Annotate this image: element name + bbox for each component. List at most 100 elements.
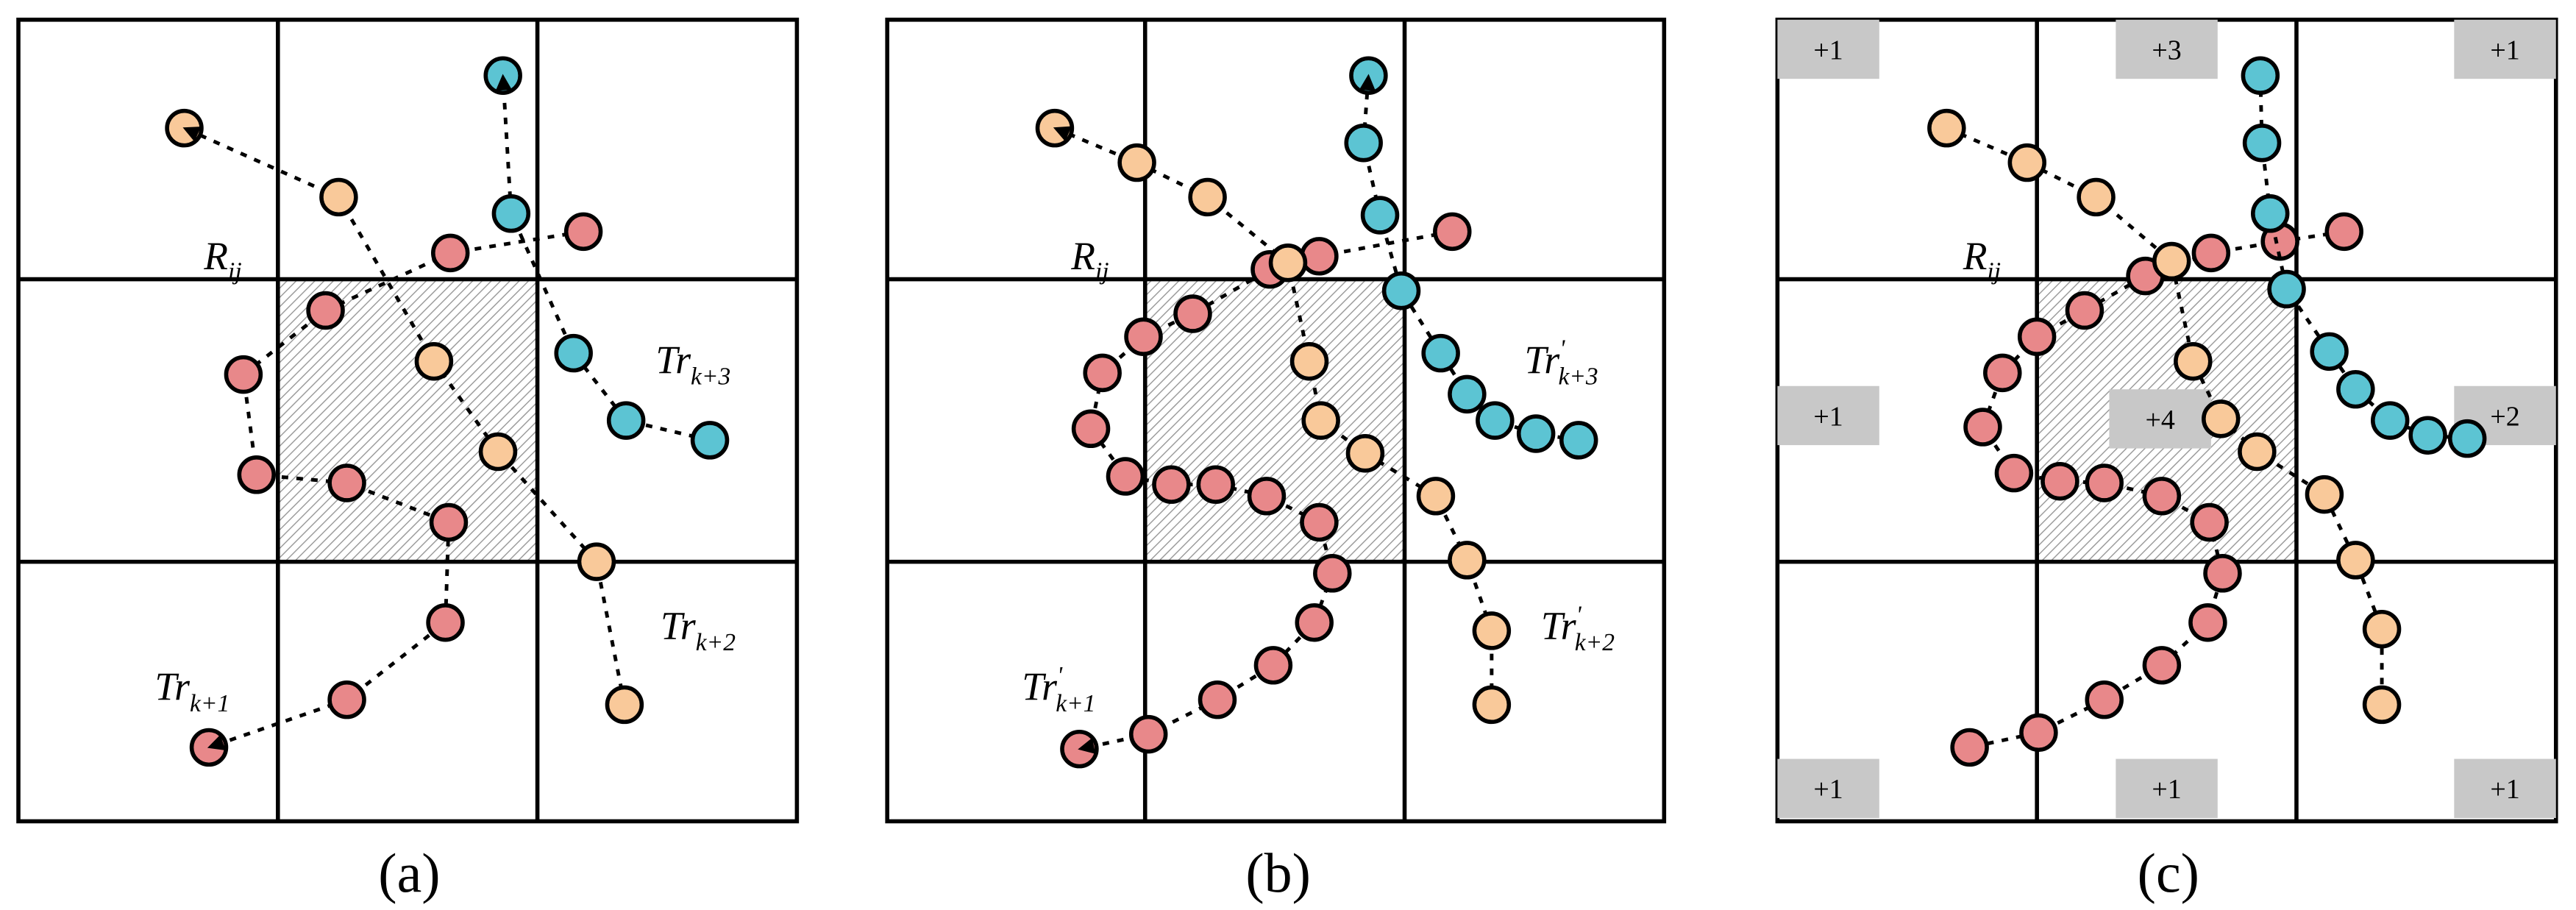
trajectory-point bbox=[2305, 474, 2344, 514]
trajectory-point bbox=[1173, 294, 1212, 333]
trajectory-point bbox=[1295, 603, 1334, 642]
trajectory-point bbox=[2241, 56, 2280, 95]
trajectory-point bbox=[1124, 317, 1163, 356]
trajectory-point bbox=[1381, 271, 1421, 310]
region-label: Rij bbox=[203, 234, 241, 285]
count-badge-box bbox=[1777, 758, 1879, 818]
trajectory-point bbox=[1416, 477, 1456, 516]
count-badge-top-left: +1 bbox=[1777, 19, 1879, 79]
count-badge-box bbox=[2454, 758, 2556, 818]
trajectory-point bbox=[2191, 233, 2231, 273]
count-badge-text: +2 bbox=[2490, 401, 2519, 432]
trajectory-point bbox=[1476, 401, 1515, 440]
trajectory-point bbox=[1300, 237, 1339, 276]
trajectory-point bbox=[1071, 409, 1111, 449]
trajectory-point bbox=[1106, 457, 1145, 496]
trajectory-orange bbox=[165, 108, 644, 725]
panel-caption: (a) bbox=[378, 842, 440, 904]
trajectory-point bbox=[1448, 541, 1487, 580]
count-badge-text: +1 bbox=[1813, 401, 1843, 432]
trajectory-point bbox=[690, 421, 730, 460]
count-badge-center: +4 bbox=[2109, 389, 2211, 449]
panel-caption: (b) bbox=[1245, 842, 1311, 904]
trajectory-point bbox=[2077, 177, 2116, 217]
trajectory-label: Trk+3 bbox=[655, 338, 730, 391]
trajectory-path bbox=[1362, 75, 1579, 442]
count-badge-box bbox=[2116, 758, 2218, 818]
trajectory-point bbox=[1253, 646, 1293, 685]
trajectory-point bbox=[431, 233, 470, 273]
trajectory-point bbox=[1313, 554, 1352, 593]
trajectory-point bbox=[2040, 461, 2079, 501]
trajectory-red bbox=[189, 212, 603, 767]
trajectory-blue bbox=[2241, 56, 2487, 458]
count-badge-text: +4 bbox=[2145, 405, 2174, 436]
arrow-head-icon bbox=[1078, 738, 1096, 754]
trajectory-point bbox=[2017, 317, 2057, 356]
trajectory-point bbox=[1559, 421, 1598, 460]
trajectory-point bbox=[1472, 685, 1512, 725]
trajectory-point bbox=[2447, 419, 2487, 458]
trajectory-point bbox=[2251, 194, 2290, 233]
trajectory-path bbox=[208, 230, 584, 750]
trajectory-point bbox=[1421, 333, 1460, 373]
trajectory-path bbox=[2258, 75, 2468, 441]
trajectory-point bbox=[2336, 541, 2375, 580]
trajectory-point bbox=[1344, 124, 1383, 163]
trajectory-point bbox=[237, 455, 277, 494]
trajectory-point bbox=[491, 194, 531, 233]
count-badge-mid-left: +1 bbox=[1777, 385, 1879, 446]
trajectory-point bbox=[1289, 341, 1329, 381]
trajectory-point bbox=[2310, 332, 2349, 372]
arrow-head-icon bbox=[1053, 126, 1072, 142]
count-badge-bottom-mid: +1 bbox=[2116, 758, 2218, 818]
count-badge-box bbox=[1777, 385, 1879, 446]
count-badge-box bbox=[2109, 389, 2211, 449]
trajectory-orange bbox=[1035, 108, 1512, 725]
trajectory-label: Tr' k+2 bbox=[1541, 601, 1615, 656]
trajectory-point bbox=[1117, 143, 1156, 182]
count-badge-box bbox=[1777, 19, 1879, 79]
trajectory-point bbox=[2242, 124, 2282, 163]
trajectory-point bbox=[554, 333, 593, 373]
panels-layer: Rij Trk+3 Trk+2 Trk+1 (a) Rij Tr' k+3 Tr' k+2 Tr' k… bbox=[16, 18, 2558, 904]
panel-frame bbox=[16, 18, 800, 824]
trajectory-point bbox=[2085, 680, 2124, 719]
trajectory-point bbox=[429, 502, 469, 542]
trajectory-point bbox=[414, 341, 454, 381]
arrow-head-icon bbox=[207, 734, 226, 750]
count-badge-top-right: +1 bbox=[2454, 19, 2556, 79]
trajectory-point bbox=[2065, 291, 2104, 330]
trajectory-point bbox=[2142, 646, 2182, 685]
count-badge-bottom-right: +1 bbox=[2454, 758, 2556, 818]
trajectory-point bbox=[1983, 353, 2022, 393]
count-badge-box bbox=[2116, 19, 2218, 79]
trajectory-point bbox=[1472, 611, 1512, 650]
trajectory-point bbox=[1345, 434, 1385, 473]
count-badge-bottom-left: +1 bbox=[1777, 758, 1879, 818]
trajectory-label: Tr' k+1 bbox=[1022, 662, 1095, 717]
trajectory-point bbox=[1128, 714, 1168, 754]
trajectory-point bbox=[327, 463, 366, 502]
trajectory-point bbox=[1268, 244, 1308, 282]
trajectory-point bbox=[478, 432, 518, 472]
trajectory-point bbox=[327, 680, 366, 719]
trajectory-blue bbox=[1344, 56, 1598, 460]
trajectory-red bbox=[1060, 212, 1472, 769]
panel-b: Rij Tr' k+3 Tr' k+2 Tr' k+1 (b) bbox=[885, 18, 1667, 904]
count-badge-box bbox=[2454, 19, 2556, 79]
trajectory-blue bbox=[483, 56, 730, 460]
count-badge-text: +1 bbox=[2490, 35, 2519, 65]
panel-c: +1 +3 +1 +1 +4 +2 +1 +1 +1 Rij (c) bbox=[1775, 18, 2558, 904]
trajectory-point bbox=[2336, 369, 2375, 409]
trajectory-point bbox=[1300, 502, 1339, 542]
count-badge-text: +1 bbox=[2152, 774, 2181, 805]
trajectory-point bbox=[1950, 728, 1989, 767]
trajectory-path bbox=[183, 126, 627, 705]
trajectory-point bbox=[1301, 401, 1340, 440]
arrow-head-icon bbox=[1359, 74, 1376, 91]
trajectory-label: Tr' k+3 bbox=[1525, 335, 1598, 391]
panel-caption: (c) bbox=[2138, 842, 2199, 904]
trajectory-point bbox=[2152, 241, 2191, 281]
trajectory-point bbox=[2202, 399, 2241, 438]
